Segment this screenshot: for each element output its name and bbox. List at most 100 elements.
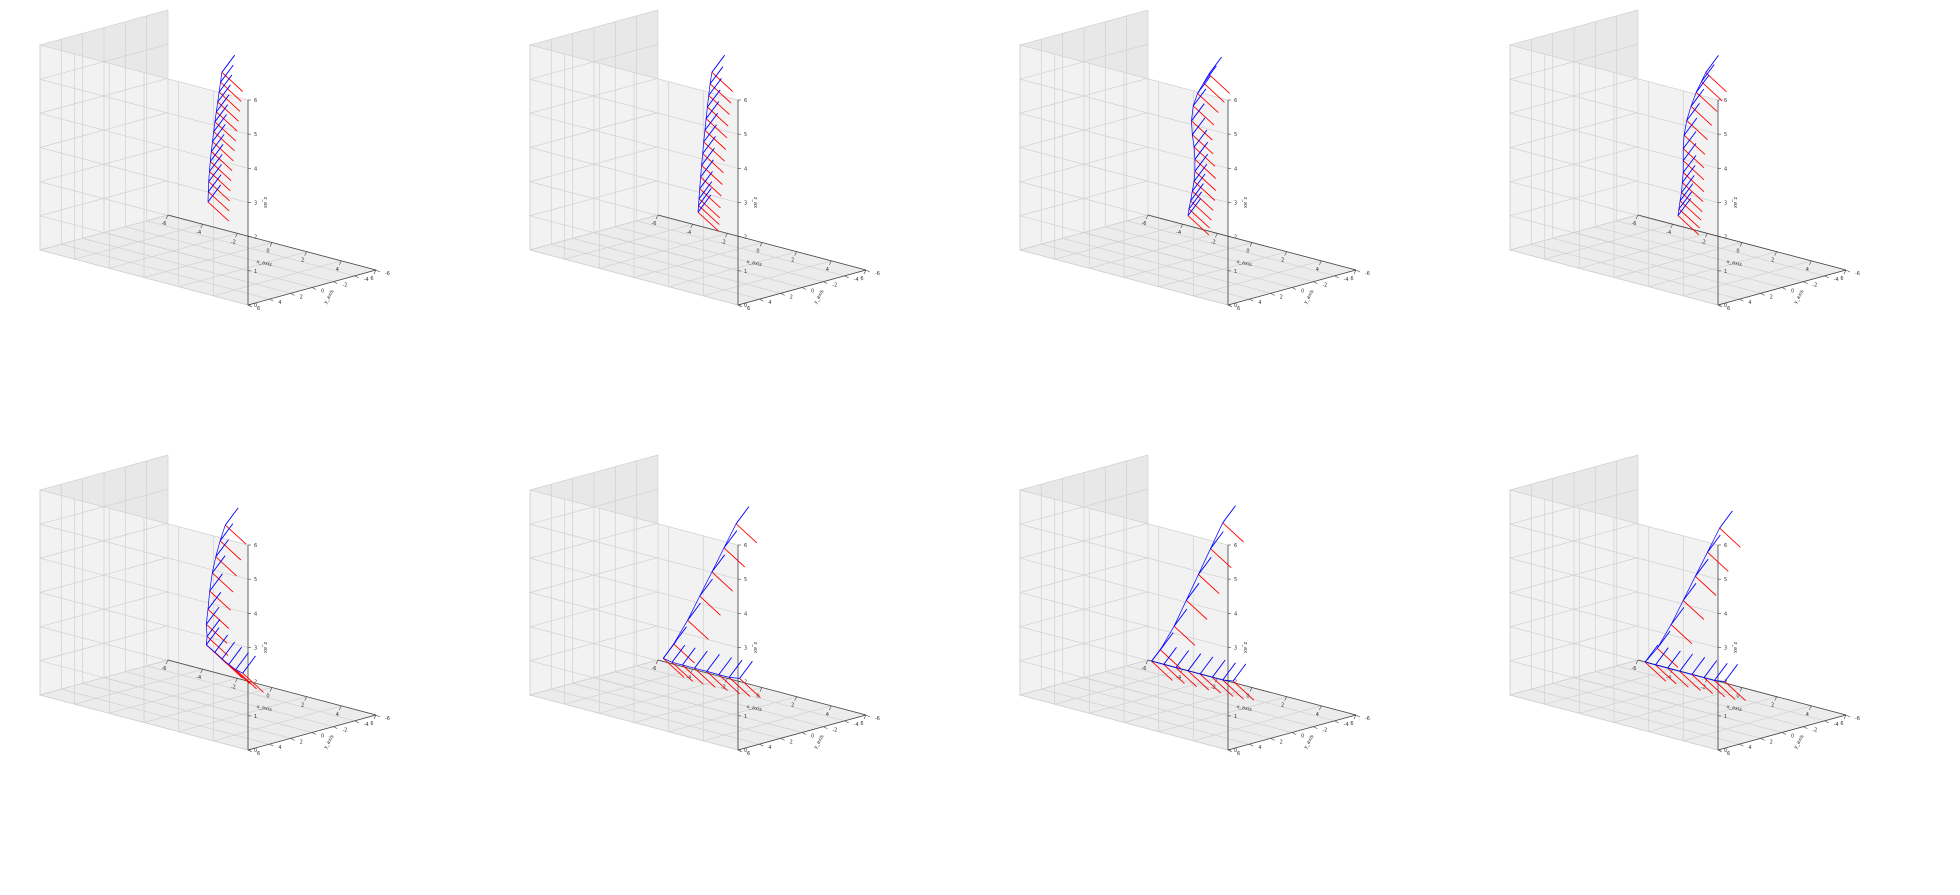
- x-tick: [1284, 696, 1287, 701]
- gridline-z: [1018, 625, 1229, 717]
- quiver-blue-8: [206, 619, 221, 637]
- x-tick: [235, 678, 238, 683]
- z-tick-label: 1: [1234, 714, 1237, 720]
- x-tick: [863, 714, 867, 720]
- quiver-blue-9: [210, 134, 225, 152]
- y-tick: [1313, 726, 1318, 729]
- quiver-red-7: [1151, 660, 1173, 681]
- y-tick: [1760, 293, 1765, 296]
- quiver-red-14: [1677, 215, 1700, 236]
- quiver-blue-11: [1691, 657, 1706, 675]
- x-tick-label: -6: [1142, 666, 1147, 672]
- z-tick-label: 1: [1724, 714, 1727, 720]
- x-tick-label: 4: [1316, 267, 1319, 273]
- x-tick: [304, 696, 307, 701]
- chart-svg-4: -6-4-20246-6-4-202460123456x_axisy_axisz…: [1508, 9, 1860, 312]
- quiver-blue-5: [1686, 103, 1700, 121]
- gridline-z: [38, 659, 249, 751]
- quiver-blue-13: [207, 174, 222, 193]
- gridline-z: [528, 146, 739, 238]
- y-tick-label: 0: [1301, 734, 1304, 740]
- quiver-blue-9: [205, 627, 220, 646]
- y-tick-label: 0: [1301, 289, 1304, 295]
- y-tick: [247, 304, 253, 308]
- quiver-blue-3: [1198, 557, 1212, 575]
- x-tick-label: 0: [756, 249, 759, 255]
- gridline-z: [1508, 9, 1719, 101]
- quiver-blue-4: [1690, 88, 1705, 107]
- y-tick-label: 6: [1727, 306, 1730, 312]
- gridlines: [38, 9, 377, 306]
- chart-panel-1: -6 -4 -2 0 2 4 6 -6 -4 -2 0 2 4 6 0 1 2 3 4 5 6 x_axis y_axis z…: [0, 5, 490, 450]
- quiver-blue-6: [1656, 630, 1671, 649]
- gridline-z: [38, 180, 249, 272]
- y-tick: [290, 738, 295, 741]
- z-tick-label: 2: [744, 680, 747, 686]
- gridline-z: [1508, 146, 1719, 238]
- quiver-blue-4: [707, 89, 721, 108]
- z-tick-label: 1: [744, 714, 747, 720]
- y-tick: [865, 269, 871, 273]
- x-tick: [759, 687, 763, 692]
- quiver-blue-2: [220, 64, 234, 83]
- y-tick: [1291, 732, 1297, 735]
- chart-panel-8: -6-4-20246-6-4-202460123456x_axisy_axisz…: [1470, 450, 1960, 895]
- quiver-red-12: [1703, 677, 1726, 698]
- y-tick-label: 6: [257, 306, 260, 312]
- y-tick: [865, 714, 871, 718]
- quiver-red-12: [718, 674, 740, 695]
- y-tick: [759, 743, 764, 747]
- z-tick-label: 6: [1234, 543, 1237, 549]
- quiver-red-4: [1185, 599, 1208, 620]
- quiver-red-1: [1208, 73, 1230, 94]
- quiver-blue-6: [704, 112, 719, 131]
- quiver-red-9: [1667, 667, 1689, 688]
- quiver-blue-13: [728, 659, 743, 678]
- y-tick: [333, 281, 338, 284]
- quiver-red-10: [209, 161, 232, 182]
- z-tick-label: 1: [1724, 269, 1727, 275]
- gridline-z: [38, 77, 249, 169]
- chart-svg-3: -6-4-20246-6-4-202460123456x_axisy_axisz…: [1018, 9, 1370, 312]
- z-tick-label: 5: [1234, 132, 1237, 138]
- gridline-z: [1508, 112, 1719, 203]
- y-tick-label: 0: [811, 289, 814, 295]
- chart-panel-4: -6 -4 -2 0 2 4 6 -6 -4 -2 0 2 4 6 0 1 2 3 4 5 6 x_axis y_axis z…: [1470, 5, 1960, 450]
- x-tick-label: 0: [1246, 694, 1249, 700]
- quiver-blue-2: [1707, 534, 1721, 553]
- quiver-red-3: [215, 556, 237, 577]
- quiver-blue-6: [207, 591, 222, 610]
- x-tick-label: 6: [370, 721, 373, 727]
- quiver-red-2: [723, 547, 746, 568]
- quiver-red-9: [1175, 667, 1198, 688]
- quiver-blue-8: [212, 124, 226, 142]
- quiver-blue-4: [1192, 88, 1207, 107]
- quiver-red-13: [1222, 679, 1244, 700]
- quiver-blue-6: [214, 104, 229, 123]
- quiver-red-5: [1670, 624, 1693, 645]
- x-axis-label: x_axis: [1726, 704, 1743, 713]
- quiver-red-8: [1163, 664, 1185, 684]
- quiver-red-12: [698, 198, 721, 219]
- y-tick-label: -2: [1322, 283, 1327, 289]
- z-axis-label: z_ax: [752, 642, 758, 653]
- gridline-z: [1018, 180, 1229, 272]
- y-tick-label: 2: [1280, 739, 1283, 745]
- y-tick-label: -6: [1855, 716, 1860, 722]
- y-tick-label: 4: [768, 300, 771, 306]
- z-tick-label: 5: [744, 132, 747, 138]
- x-tick: [1670, 224, 1673, 229]
- quiver-red-14: [1724, 681, 1746, 702]
- z-tick-label: 5: [254, 577, 257, 583]
- x-tick: [1809, 260, 1812, 265]
- chart-svg-1: -6-4-20246-6-4-202460123456x_axisy_axisz…: [38, 9, 390, 312]
- y-tick-label: 0: [1791, 734, 1794, 740]
- x-tick-label: 4: [826, 267, 829, 273]
- y-tick: [780, 738, 785, 741]
- x-tick: [1249, 242, 1253, 247]
- quiver-blue-10: [1187, 653, 1202, 672]
- quiver-blue-12: [1211, 659, 1226, 678]
- y-tick: [354, 275, 359, 279]
- y-tick-label: 6: [257, 751, 260, 757]
- trajectory-line: [1644, 527, 1725, 682]
